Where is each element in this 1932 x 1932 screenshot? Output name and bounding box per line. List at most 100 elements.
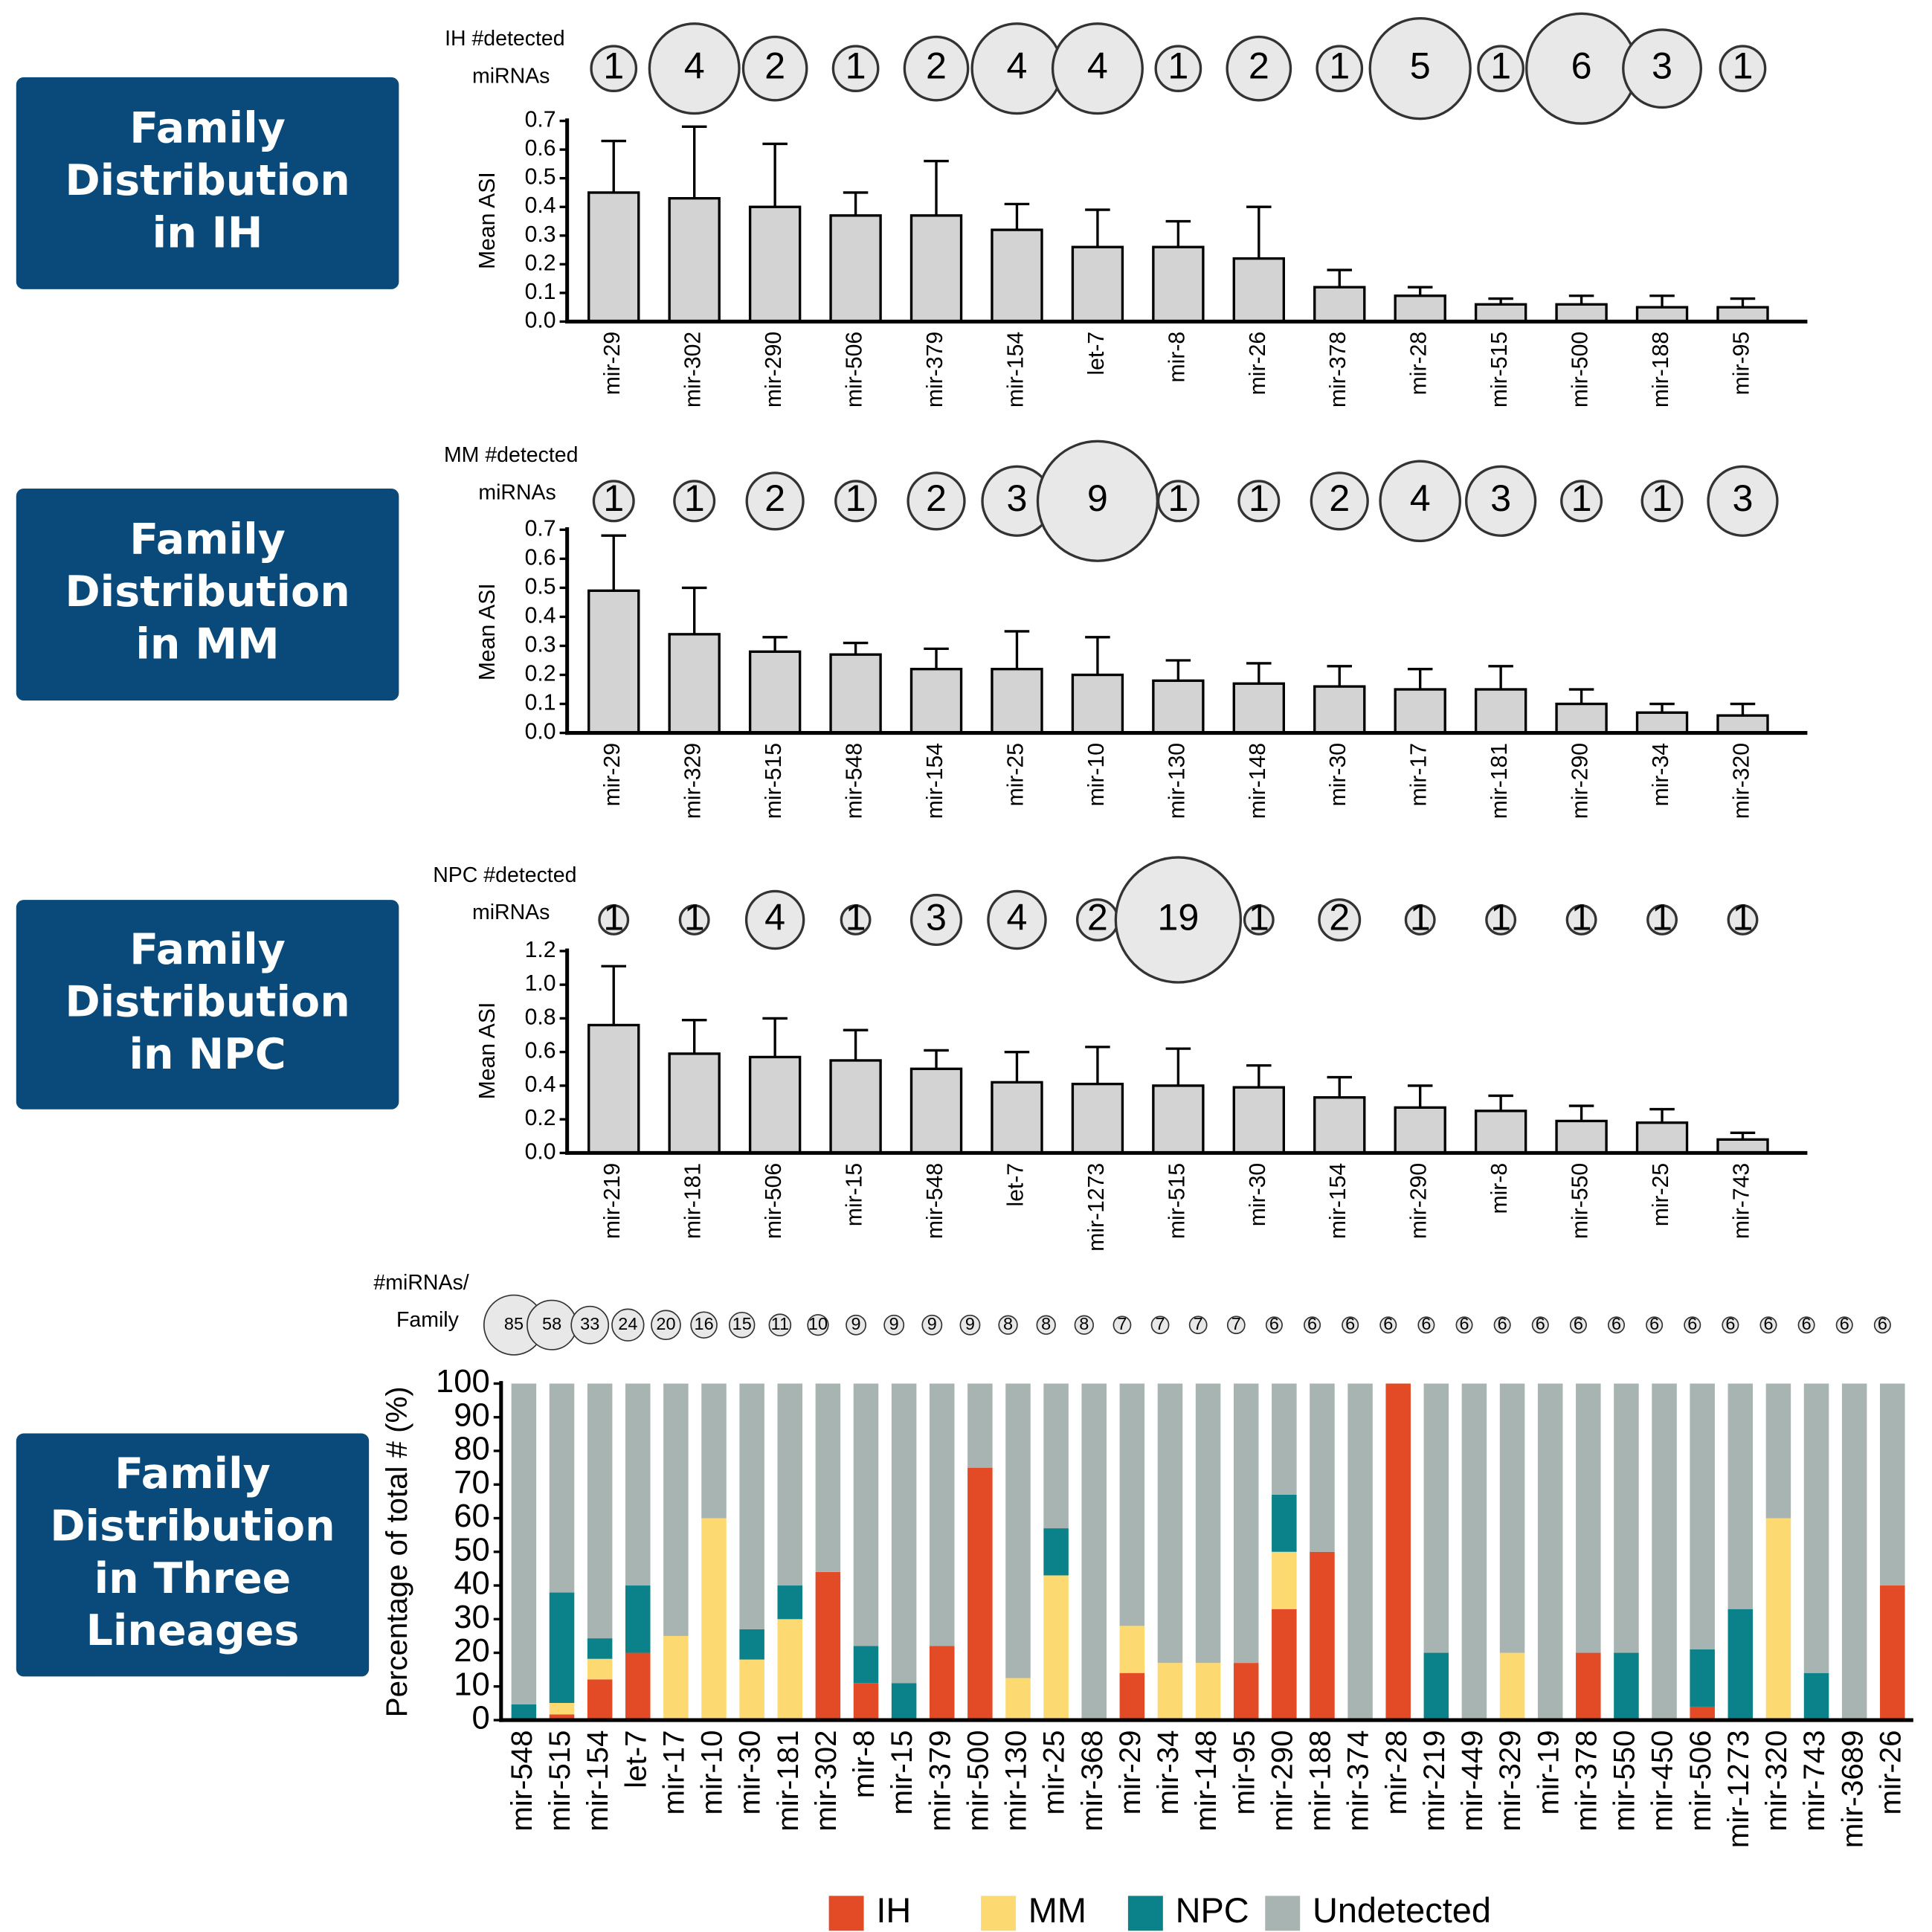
- chart-title: Distribution: [65, 567, 350, 616]
- count-label: 9: [889, 1314, 899, 1333]
- bar-segment: [777, 1383, 803, 1586]
- bar-segment: [967, 1467, 993, 1721]
- bar-segment: [625, 1652, 651, 1721]
- count-bubble: [673, 480, 716, 523]
- count-bubble: [1569, 1316, 1587, 1334]
- bar-segment: [1690, 1649, 1715, 1707]
- bar-segment: [891, 1383, 917, 1684]
- bar: [1152, 1084, 1205, 1155]
- bar-segment: [1081, 1383, 1107, 1721]
- legend-swatch: [981, 1896, 1017, 1931]
- count-label: 1: [603, 477, 624, 519]
- count-label: 3: [926, 895, 947, 938]
- bar-segment: [1385, 1383, 1411, 1721]
- annotation: IH #detected: [445, 27, 565, 51]
- x-tick-label: mir-17: [657, 1730, 691, 1815]
- x-tick-label: mir-10: [1084, 743, 1109, 806]
- count-label: 1: [684, 477, 705, 519]
- bar-segment: [1614, 1383, 1639, 1653]
- count-label: 19: [1157, 895, 1199, 938]
- x-tick-label: mir-500: [1568, 332, 1593, 408]
- x-tick-label: mir-506: [1684, 1730, 1717, 1831]
- count-bubble: [1226, 35, 1292, 102]
- x-tick-label: mir-130: [999, 1730, 1033, 1831]
- chart-title: Family: [129, 515, 286, 564]
- count-label: 3: [1006, 477, 1027, 519]
- count-label: 6: [1307, 1314, 1317, 1333]
- count-label: 7: [1231, 1314, 1241, 1333]
- y-tick-label: 1.0: [525, 971, 556, 996]
- bar: [909, 214, 963, 323]
- count-label: 1: [1329, 44, 1350, 86]
- bar: [1071, 245, 1124, 323]
- count-label: 1: [1732, 44, 1753, 86]
- title-box: [16, 77, 399, 289]
- count-label: 1: [846, 477, 866, 519]
- bar-segment: [511, 1704, 537, 1721]
- x-tick-label: mir-28: [1407, 332, 1432, 395]
- count-label: 85: [504, 1314, 524, 1333]
- bar-segment: [1803, 1383, 1829, 1673]
- x-tick-label: mir-19: [1531, 1730, 1565, 1815]
- bar-segment: [1233, 1663, 1259, 1721]
- bar: [668, 633, 721, 735]
- y-tick-label: 80: [454, 1432, 489, 1467]
- x-tick-label: mir-378: [1569, 1730, 1603, 1831]
- count-label: 1: [1571, 895, 1592, 938]
- bar: [991, 668, 1043, 735]
- bar-segment: [1727, 1383, 1754, 1609]
- x-tick-label: mir-29: [600, 743, 625, 806]
- bar-segment: [1043, 1575, 1069, 1721]
- x-tick-label: mir-154: [1003, 332, 1028, 408]
- bar: [1555, 303, 1608, 323]
- x-tick-label: mir-154: [923, 743, 947, 819]
- bar-segment: [1195, 1383, 1221, 1664]
- count-bubble: [648, 22, 741, 115]
- bar-segment: [1233, 1383, 1259, 1664]
- count-label: 11: [771, 1314, 789, 1333]
- count-label: 6: [1878, 1314, 1887, 1333]
- count-bubble: [741, 35, 808, 102]
- annotation: miRNAs: [478, 480, 556, 504]
- count-bubble: [1646, 904, 1678, 936]
- y-tick-label: 100: [436, 1364, 490, 1400]
- bar-segment: [1614, 1652, 1639, 1721]
- bar-segment: [1272, 1383, 1297, 1495]
- x-tick-label: mir-449: [1455, 1730, 1489, 1831]
- x-tick-label: mir-181: [681, 1163, 706, 1239]
- count-bubble: [651, 1310, 681, 1341]
- bar-segment: [1727, 1609, 1754, 1721]
- count-label: 1: [1249, 895, 1269, 938]
- x-tick-label: mir-548: [505, 1730, 538, 1831]
- count-bubble: [1719, 45, 1767, 93]
- count-bubble: [1156, 480, 1200, 523]
- count-bubble: [1727, 904, 1759, 936]
- y-tick-label: 0.8: [525, 1005, 556, 1029]
- x-tick-label: mir-550: [1568, 1163, 1593, 1239]
- bar-segment: [587, 1638, 613, 1659]
- bar-segment: [1880, 1383, 1905, 1586]
- bar: [1394, 1106, 1446, 1155]
- bar: [668, 196, 721, 323]
- bar-segment: [1005, 1383, 1031, 1678]
- x-tick-label: mir-379: [923, 1730, 956, 1831]
- bar-segment: [701, 1518, 727, 1721]
- chart-title: Family: [115, 1449, 271, 1498]
- bar-segment: [853, 1646, 879, 1684]
- count-bubble: [1310, 471, 1369, 531]
- y-tick-label: 1.2: [525, 938, 556, 962]
- count-bubble: [1316, 45, 1364, 93]
- count-bubble: [1759, 1316, 1777, 1334]
- x-tick-label: mir-25: [1037, 1730, 1071, 1815]
- x-tick-label: mir-29: [1113, 1730, 1147, 1815]
- x-tick-label: mir-25: [1003, 743, 1028, 806]
- y-tick-label: 0.2: [525, 661, 556, 686]
- x-tick-label: mir-368: [1075, 1730, 1109, 1831]
- count-bubble: [1560, 480, 1603, 523]
- legend-swatch: [828, 1896, 864, 1931]
- chart-title: Distribution: [65, 978, 350, 1027]
- count-bubble: [1531, 1316, 1549, 1334]
- bar-segment: [1652, 1383, 1677, 1721]
- count-bubble: [1188, 1316, 1208, 1335]
- count-label: 6: [1498, 1314, 1507, 1333]
